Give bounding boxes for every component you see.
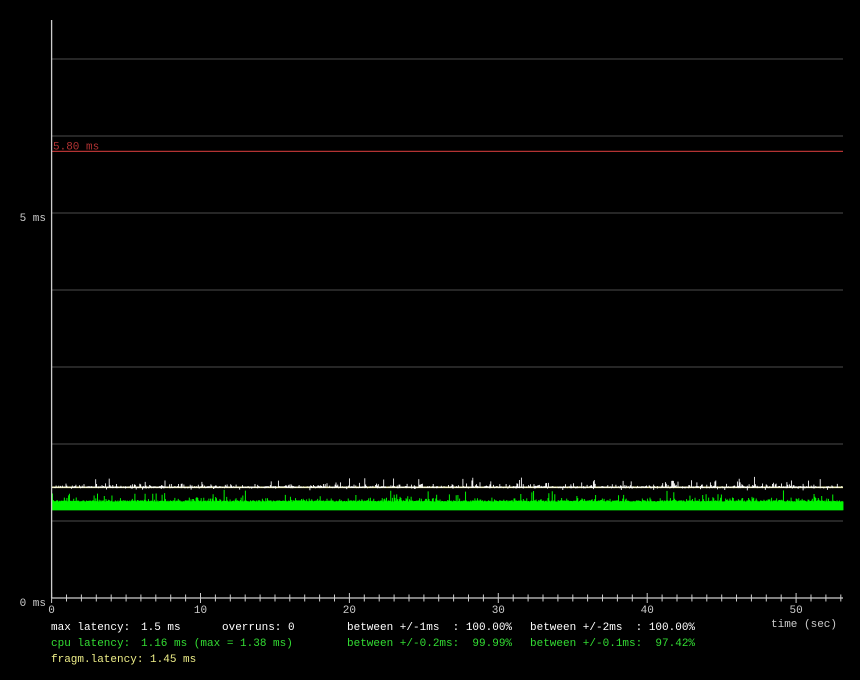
svg-text:5 ms: 5 ms: [20, 213, 46, 225]
svg-text:time (sec): time (sec): [771, 619, 837, 631]
svg-text:30: 30: [492, 605, 505, 617]
svg-text:10: 10: [194, 605, 207, 617]
svg-text:50: 50: [789, 605, 802, 617]
svg-text:0: 0: [48, 605, 55, 617]
svg-text:0 ms: 0 ms: [20, 598, 46, 610]
svg-text:40: 40: [641, 605, 654, 617]
svg-text:5.80 ms: 5.80 ms: [53, 142, 99, 154]
svg-text:20: 20: [343, 605, 356, 617]
